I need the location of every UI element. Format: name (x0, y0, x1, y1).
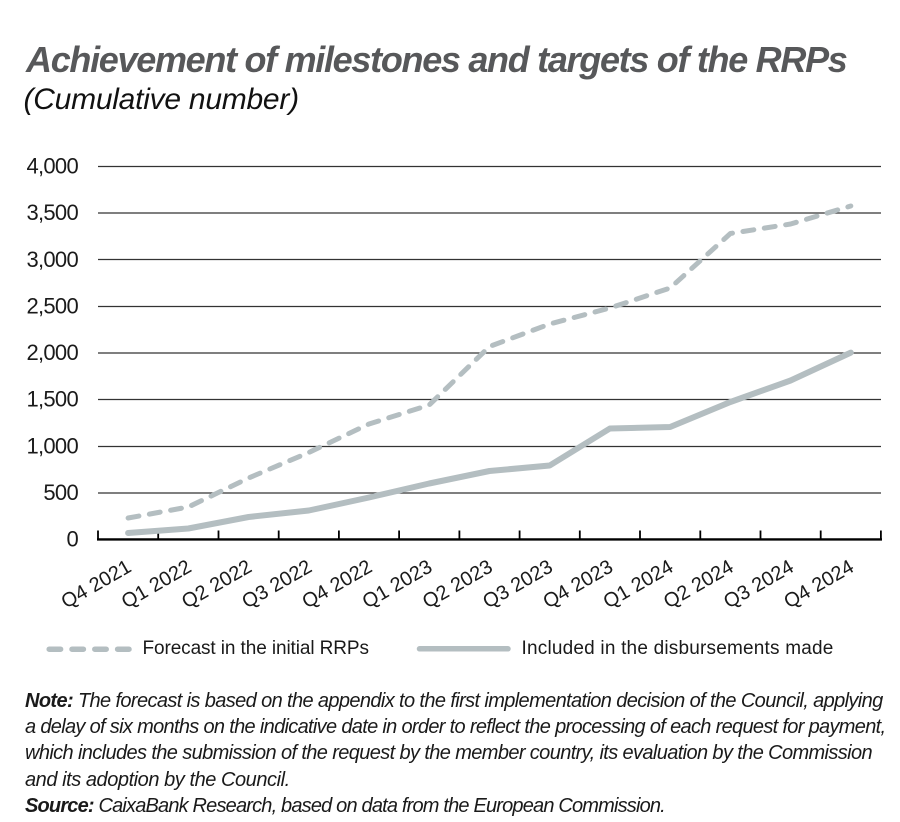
svg-text:2,000: 2,000 (26, 340, 78, 365)
svg-text:2,500: 2,500 (26, 293, 78, 318)
svg-text:Forecast in the initial RRPs: Forecast in the initial RRPs (143, 638, 369, 659)
svg-text:0: 0 (66, 527, 78, 552)
svg-text:500: 500 (43, 480, 78, 505)
svg-text:3,500: 3,500 (26, 200, 78, 225)
svg-text:Q4 2024: Q4 2024 (780, 556, 857, 613)
svg-text:3,000: 3,000 (26, 247, 78, 272)
svg-text:Included in the disbursements: Included in the disbursements made (522, 638, 834, 659)
svg-text:1,000: 1,000 (26, 433, 78, 458)
svg-text:1,500: 1,500 (26, 387, 78, 412)
svg-text:4,000: 4,000 (26, 153, 78, 178)
